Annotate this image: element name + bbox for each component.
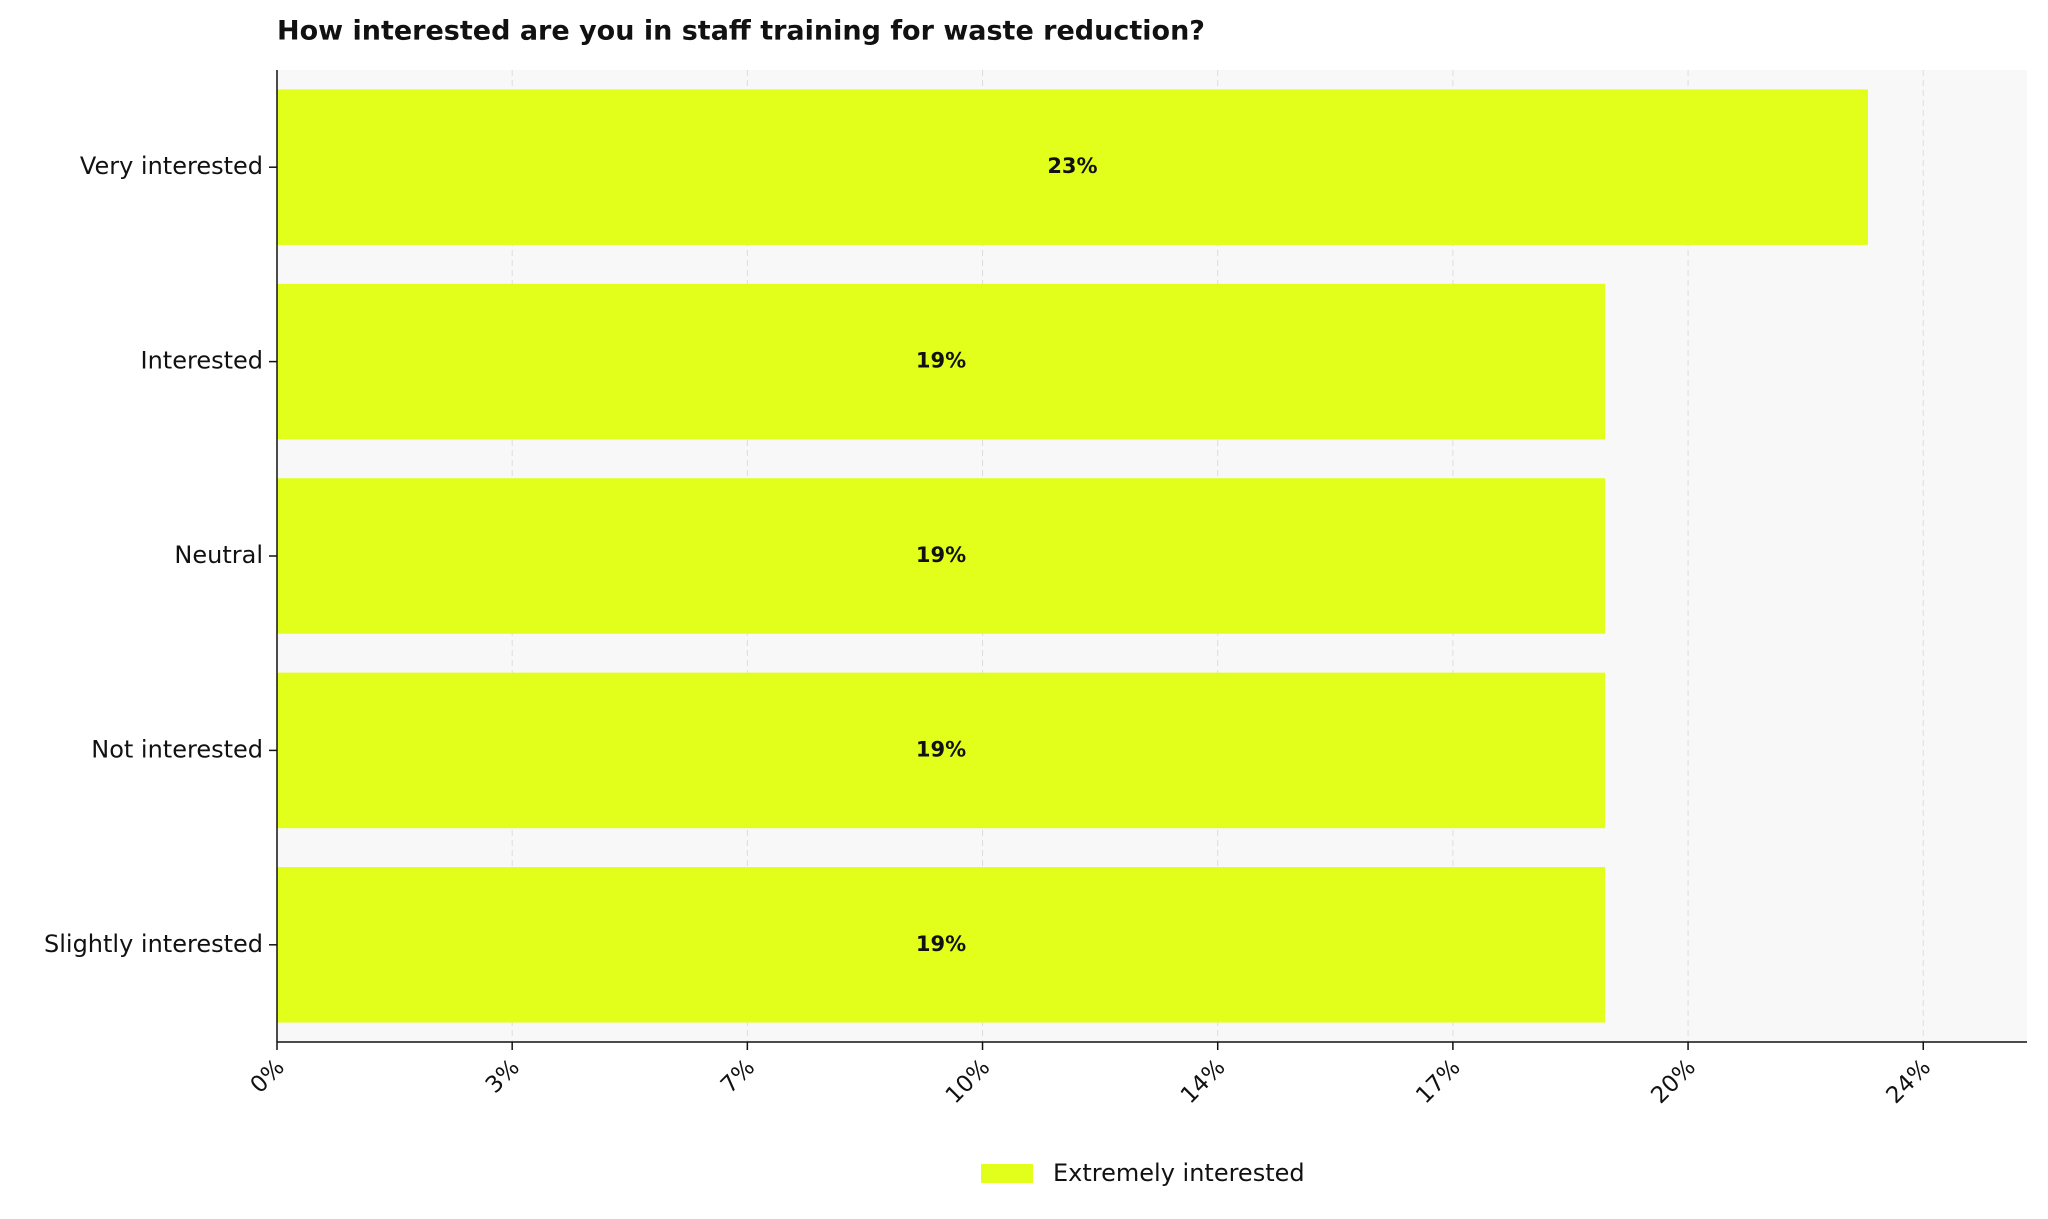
x-tick-label: 20% [1646,1054,1701,1109]
legend-swatch [981,1164,1033,1183]
x-tick-label: 17% [1411,1054,1466,1109]
bar [277,478,1606,634]
y-tick-label: Slightly interested [44,930,263,958]
chart-title: How interested are you in staff training… [277,16,1205,47]
x-tick-label: 24% [1882,1054,1937,1109]
x-tick-label: 3% [481,1054,525,1098]
value-label: 23% [1047,154,1097,178]
value-label: 19% [916,543,966,567]
legend-label: Extremely interested [1053,1159,1305,1187]
x-tick-label: 7% [716,1054,760,1098]
y-tick-label: Neutral [174,541,263,569]
bar [277,672,1606,829]
value-label: 19% [916,349,966,373]
y-tick-label: Interested [141,347,263,375]
x-tick-label: 0% [246,1054,290,1098]
y-tick-label: Very interested [80,152,263,180]
bar [277,867,1606,1023]
value-label: 19% [916,737,966,761]
y-tick-label: Not interested [91,735,263,763]
value-label: 19% [916,932,966,956]
bar [277,283,1606,440]
x-tick-label: 14% [1176,1054,1231,1109]
bar [277,89,1868,245]
x-tick-label: 10% [941,1054,996,1109]
